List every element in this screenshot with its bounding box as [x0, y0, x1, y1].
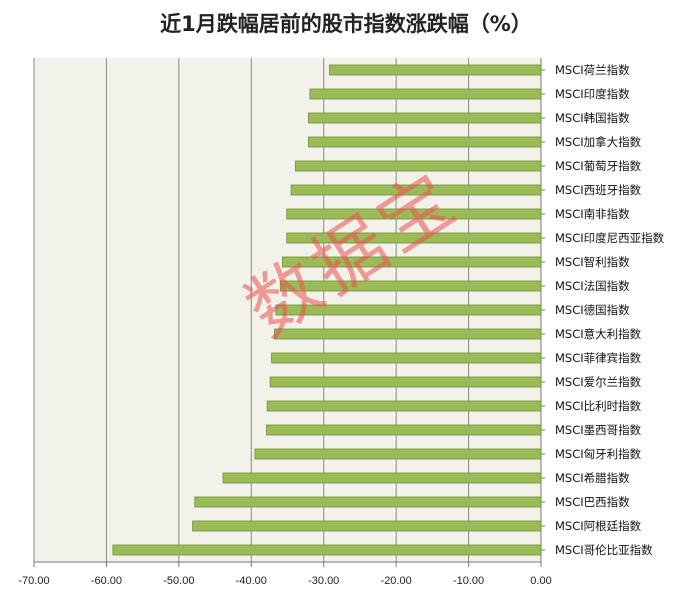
bar [222, 472, 542, 484]
category-label: MSCI印度尼西亚指数 [555, 231, 665, 245]
bar [269, 376, 542, 388]
category-label: MSCI葡萄牙指数 [555, 159, 642, 173]
category-label: MSCI荷兰指数 [555, 63, 630, 77]
x-tick-label: -20.00 [381, 575, 412, 587]
category-label: MSCI法国指数 [555, 279, 630, 293]
category-label: MSCI阿根廷指数 [555, 519, 642, 533]
category-label: MSCI希腊指数 [555, 471, 630, 485]
x-tick-label: -30.00 [308, 575, 339, 587]
bar [295, 160, 542, 172]
bar [266, 400, 542, 412]
category-label: MSCI韩国指数 [555, 111, 630, 125]
category-label: MSCI德国指数 [555, 303, 630, 317]
category-label: MSCI巴西指数 [555, 495, 630, 509]
bar [266, 424, 542, 436]
bar [274, 328, 542, 340]
bar [309, 88, 542, 100]
x-tick-label: -60.00 [91, 575, 122, 587]
x-tick-label: -50.00 [163, 575, 194, 587]
bar [308, 136, 542, 148]
bar [282, 256, 542, 268]
x-tick-label: -40.00 [236, 575, 267, 587]
bar [286, 208, 542, 220]
bar [192, 520, 542, 532]
category-label: MSCI意大利指数 [555, 327, 642, 341]
chart-title: 近1月跌幅居前的股市指数涨跌幅（%） [160, 12, 532, 36]
x-tick-label: -10.00 [453, 575, 484, 587]
bar [254, 448, 542, 460]
category-label: MSCI比利时指数 [555, 399, 642, 413]
bar [271, 352, 542, 364]
bar [275, 304, 542, 316]
category-label: MSCI哥伦比亚指数 [555, 543, 653, 557]
category-label: MSCI印度指数 [555, 87, 630, 101]
x-tick-label: -70.00 [18, 575, 49, 587]
bar [194, 496, 542, 508]
x-tick-label: 0.00 [530, 575, 551, 587]
category-label: MSCI加拿大指数 [555, 135, 642, 149]
bar [308, 112, 542, 124]
category-label: MSCI爱尔兰指数 [555, 375, 642, 389]
category-label: MSCI南非指数 [555, 207, 630, 221]
category-label: MSCI西班牙指数 [555, 183, 642, 197]
bar [290, 184, 542, 196]
bar [329, 64, 542, 76]
category-label: MSCI匈牙利指数 [555, 447, 642, 461]
category-label: MSCI智利指数 [555, 255, 630, 269]
category-label: MSCI墨西哥指数 [555, 423, 642, 437]
bar [279, 280, 542, 292]
bar [112, 544, 542, 556]
category-label: MSCI菲律宾指数 [555, 351, 642, 365]
bar [286, 232, 542, 244]
